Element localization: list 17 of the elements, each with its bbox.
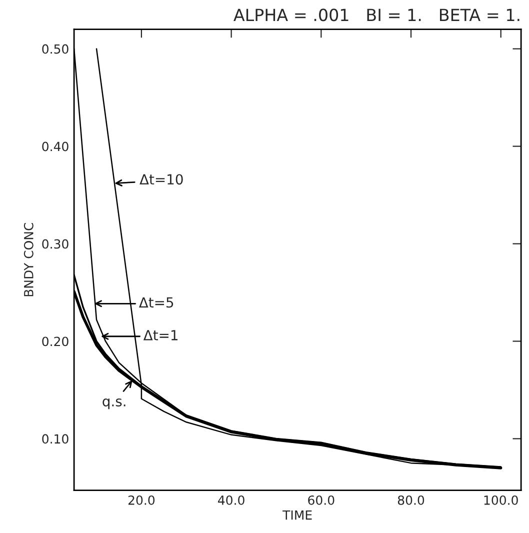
x-axis-title: TIME <box>282 510 312 520</box>
x-tick-label: 60.0 <box>308 495 334 505</box>
y-tick-label: 0.40 <box>42 142 68 152</box>
y-axis-title: BNDY CONC <box>24 222 34 296</box>
chart-title: ALPHA = .001 BI = 1. BETA = 1. <box>234 8 520 22</box>
x-tick-label: 100.0 <box>484 495 518 505</box>
annotation: Δt=10 <box>140 174 183 185</box>
x-tick-label: 40.0 <box>218 495 244 505</box>
y-tick-label: 0.30 <box>42 239 68 249</box>
annotation: q.s. <box>102 398 126 410</box>
y-tick-label: 0.20 <box>42 336 68 346</box>
y-tick-label: 0.50 <box>42 44 68 54</box>
x-tick-label: 80.0 <box>398 495 424 505</box>
annotation: Δt=5 <box>138 297 174 308</box>
x-tick-label: 20.0 <box>128 495 155 505</box>
y-tick-label: 0.10 <box>42 434 68 444</box>
annotation: Δt=1 <box>143 330 178 340</box>
